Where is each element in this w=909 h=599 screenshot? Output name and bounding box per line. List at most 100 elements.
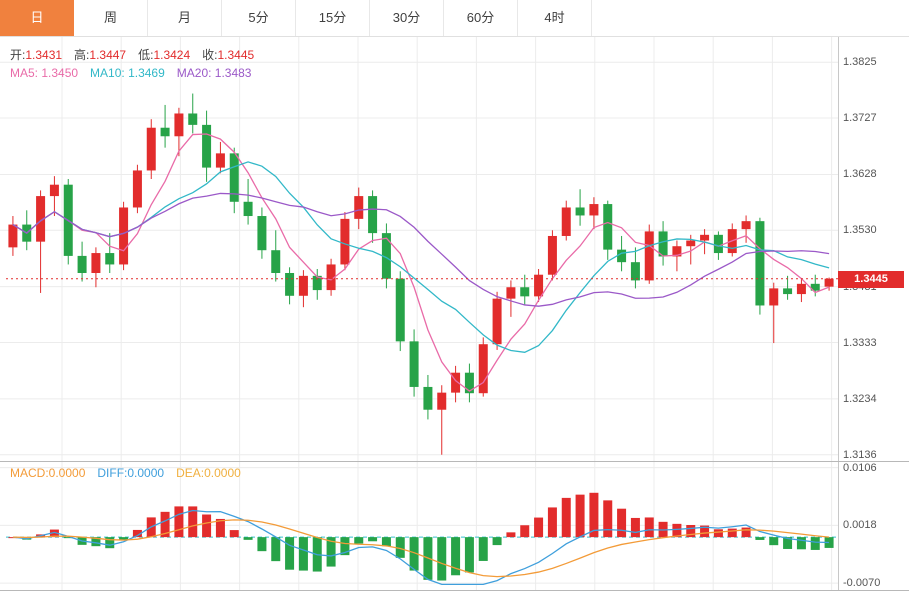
candle-body — [132, 170, 142, 208]
candle-body — [561, 207, 571, 236]
candle-body — [769, 288, 779, 306]
tab-30分[interactable]: 30分 — [370, 0, 444, 36]
macd-bar — [354, 537, 364, 544]
ohlc-legend-item: 高:1.3447 — [74, 48, 127, 62]
candle-body — [658, 231, 668, 257]
ma-legend-item: MA5: 1.3450 — [10, 66, 79, 80]
candle-body — [215, 153, 225, 168]
candle-body — [77, 255, 87, 273]
macd-bar — [381, 537, 391, 547]
candle-body — [354, 196, 364, 219]
macd-bar — [617, 508, 627, 538]
macd-bar — [298, 537, 308, 571]
macd-bar — [769, 537, 779, 546]
candle-body — [188, 113, 198, 125]
macd-bar — [741, 527, 751, 538]
candle-body — [298, 275, 308, 296]
tab-日[interactable]: 日 — [0, 0, 74, 36]
tab-月[interactable]: 月 — [148, 0, 222, 36]
macd-bar — [492, 537, 502, 546]
candle-body — [381, 233, 391, 279]
candle-body — [589, 204, 599, 216]
candle-body — [478, 344, 488, 394]
candle-body — [672, 246, 682, 257]
macd-bar — [409, 537, 419, 571]
candle-body — [326, 264, 336, 291]
ma5-line — [12, 133, 830, 392]
candle-body — [91, 253, 101, 273]
candle-body — [741, 221, 751, 230]
candle-body — [796, 283, 806, 295]
candle-body — [700, 234, 710, 241]
macd-bar — [368, 537, 378, 542]
candle-body — [36, 196, 46, 242]
macd-bar — [630, 517, 640, 538]
macd-legend-item: MACD:0.0000 — [10, 466, 86, 480]
tab-4时[interactable]: 4时 — [518, 0, 592, 36]
candle-body — [824, 278, 834, 287]
candle-body — [755, 221, 765, 306]
candle-body — [492, 298, 502, 345]
macd-legend-item: DIFF:0.0000 — [97, 466, 165, 480]
macd-bar — [603, 500, 613, 538]
tab-60分[interactable]: 60分 — [444, 0, 518, 36]
tab-周[interactable]: 周 — [74, 0, 148, 36]
macd-axis-tick: -0.0070 — [843, 577, 881, 590]
price-axis-tick: 1.3136 — [843, 448, 877, 461]
macd-bar — [713, 529, 723, 538]
macd-bar — [810, 537, 820, 550]
macd-bar — [91, 537, 101, 547]
macd-bar — [727, 528, 737, 538]
candle-body — [686, 240, 696, 247]
macd-bar — [243, 537, 253, 540]
candle-body — [423, 386, 433, 410]
macd-bar — [340, 537, 350, 556]
timeframe-tabbar: 日周月 5分 15分 30分 60分 4时 — [0, 0, 909, 37]
diff-line — [12, 509, 830, 586]
candle-body — [202, 124, 212, 168]
candle-body — [160, 127, 170, 137]
tab-5分[interactable]: 5分 — [222, 0, 296, 36]
tab-15分[interactable]: 15分 — [296, 0, 370, 36]
macd-legend: MACD:0.0000 DIFF:0.0000 DEA:0.0000 — [10, 466, 253, 480]
candle-body — [105, 253, 115, 265]
macd-bar — [796, 537, 806, 550]
price-axis-tick: 1.3530 — [843, 224, 877, 237]
macd-bar — [229, 530, 239, 538]
grid-layer — [0, 36, 838, 590]
macd-bar — [271, 537, 281, 562]
macd-bar — [257, 537, 267, 552]
ohlc-legend-item: 低:1.3424 — [138, 48, 191, 62]
price-axis-tick: 1.3825 — [843, 56, 877, 69]
macd-bar — [755, 537, 765, 540]
macd-bar — [285, 537, 295, 570]
macd-bar — [437, 537, 447, 581]
candle-body — [119, 207, 129, 265]
macd-bar — [49, 529, 59, 538]
candle-body — [312, 275, 322, 291]
candle-body — [534, 274, 544, 297]
macd-bar — [478, 537, 488, 561]
macd-axis-tick: 0.0018 — [843, 519, 877, 532]
macd-bar — [395, 537, 405, 558]
candle-body — [810, 283, 820, 291]
candle-body — [630, 262, 640, 281]
ohlc-legend-item: 收:1.3445 — [202, 48, 255, 62]
price-axis-tick: 1.3628 — [843, 168, 877, 181]
ohlc-legend-item: 开:1.3431 — [10, 48, 63, 62]
candle-body — [464, 372, 474, 394]
macd-bar — [326, 537, 336, 567]
macd-bar — [547, 507, 557, 538]
candle-body — [368, 196, 378, 234]
price-axis-tick: 1.3234 — [843, 392, 877, 405]
macd-bar — [589, 492, 599, 538]
macd-bar — [63, 537, 73, 539]
macd-bar — [824, 537, 834, 548]
price-axis-tick: 1.3333 — [843, 336, 877, 349]
macd-bar — [644, 517, 654, 538]
candle-body — [285, 272, 295, 296]
macd-bar — [672, 523, 682, 538]
macd-bar — [464, 537, 474, 573]
candle-body — [395, 278, 405, 342]
